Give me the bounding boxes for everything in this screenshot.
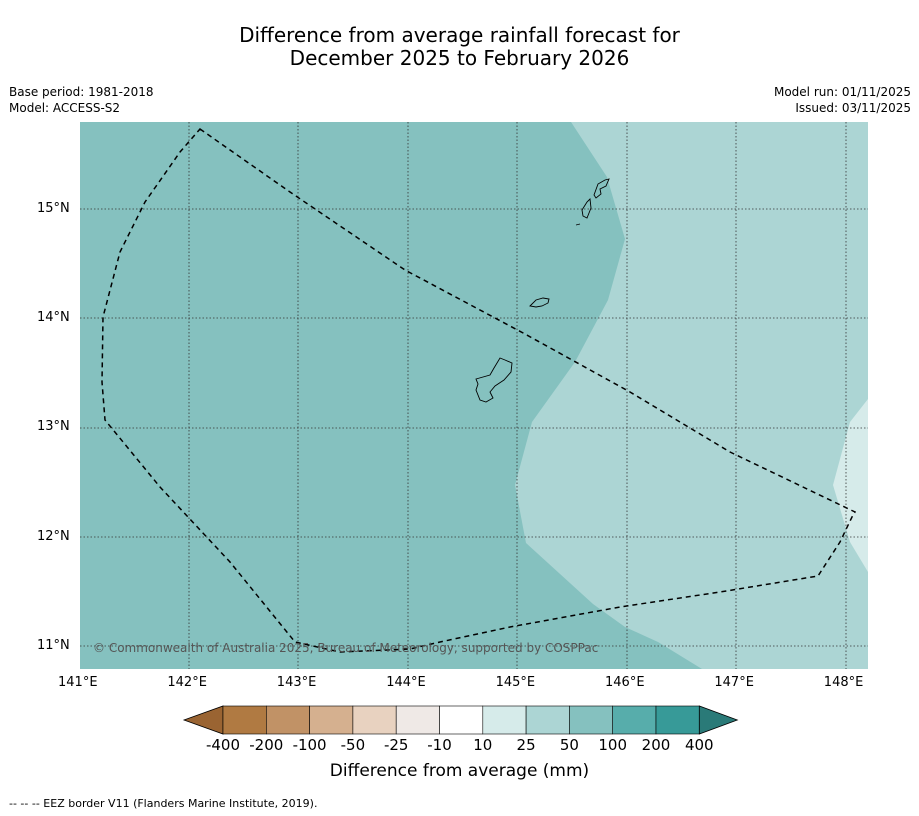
colorbar-segment	[439, 705, 484, 735]
chart-title-line-1: Difference from average rainfall forecas…	[239, 23, 680, 47]
lon-tick-label: 144°E	[386, 675, 426, 690]
lon-tick-label: 146°E	[605, 675, 645, 690]
colorbar-tick-label: -200	[249, 736, 284, 754]
lat-tick-label: 15°N	[37, 200, 70, 216]
colorbar-segment	[395, 705, 440, 735]
colorbar-extend-high	[698, 705, 739, 735]
colorbar-extend-low	[182, 705, 224, 735]
colorbar-segment	[266, 705, 310, 735]
model-label: Model: ACCESS-S2	[9, 101, 121, 115]
colorbar-tick-label: 100	[598, 736, 627, 754]
colorbar-tick-label: -10	[427, 736, 452, 754]
lat-tick-label: 11°N	[37, 638, 70, 654]
lon-tick-label: 143°E	[276, 675, 317, 690]
colorbar-tick-label: 400	[684, 736, 714, 754]
issued-label: Issued: 03/11/2025	[795, 101, 911, 115]
lat-tick-label: 13°N	[37, 419, 70, 435]
island-tinian	[581, 198, 592, 219]
colorbar-tick-label: 50	[559, 736, 579, 754]
rainfall-band-25-50	[515, 122, 868, 669]
colorbar-tick-label: -50	[340, 736, 366, 754]
colorbar-segment	[525, 705, 570, 735]
lat-tick-label: 12°N	[37, 528, 70, 544]
colorbar-segment	[655, 705, 700, 735]
colorbar-segment	[569, 705, 613, 735]
colorbar-tick-label: 200	[641, 736, 671, 754]
base-period-label: Base period: 1981-2018	[9, 85, 154, 99]
map-panel	[80, 122, 868, 669]
colorbar-segment	[222, 705, 267, 735]
island-saipan	[593, 178, 610, 199]
lon-tick-label: 141°E	[58, 675, 98, 690]
graticule	[80, 122, 868, 669]
colorbar-tick-label: -400	[205, 736, 241, 754]
colorbar-tick-label: -25	[383, 736, 409, 754]
colorbar-segment	[309, 705, 354, 735]
eez-border	[101, 127, 857, 653]
lat-tick-label: 14°N	[37, 309, 70, 325]
colorbar-title: Difference from average (mm)	[329, 761, 590, 781]
islands	[475, 178, 610, 403]
lon-tick-label: 145°E	[495, 675, 536, 690]
colorbar-segment	[352, 705, 397, 735]
island-aguijan	[575, 223, 581, 226]
chart-title-line-2: December 2025 to February 2026	[289, 46, 630, 70]
map-canvas	[80, 122, 868, 669]
lon-tick-label: 148°E	[823, 675, 864, 690]
island-rota	[529, 297, 550, 308]
colorbar-tick-label: 10	[473, 736, 493, 754]
lon-tick-label: 147°E	[714, 675, 754, 690]
eez-footnote: -- -- -- EEZ border V11 (Flanders Marine…	[9, 797, 318, 810]
lon-tick-label: 142°E	[167, 675, 207, 690]
island-guam	[475, 357, 513, 403]
colorbar	[182, 705, 739, 735]
copyright-notice: © Commonwealth of Australia 2025, Bureau…	[93, 641, 599, 655]
rainfall-band-10-25	[833, 399, 868, 572]
colorbar-segment	[482, 705, 527, 735]
colorbar-tick-label: 25	[516, 736, 536, 754]
colorbar-segment	[612, 705, 657, 735]
colorbar-tick-label: -100	[292, 736, 327, 754]
model-run-label: Model run: 01/11/2025	[773, 85, 911, 99]
